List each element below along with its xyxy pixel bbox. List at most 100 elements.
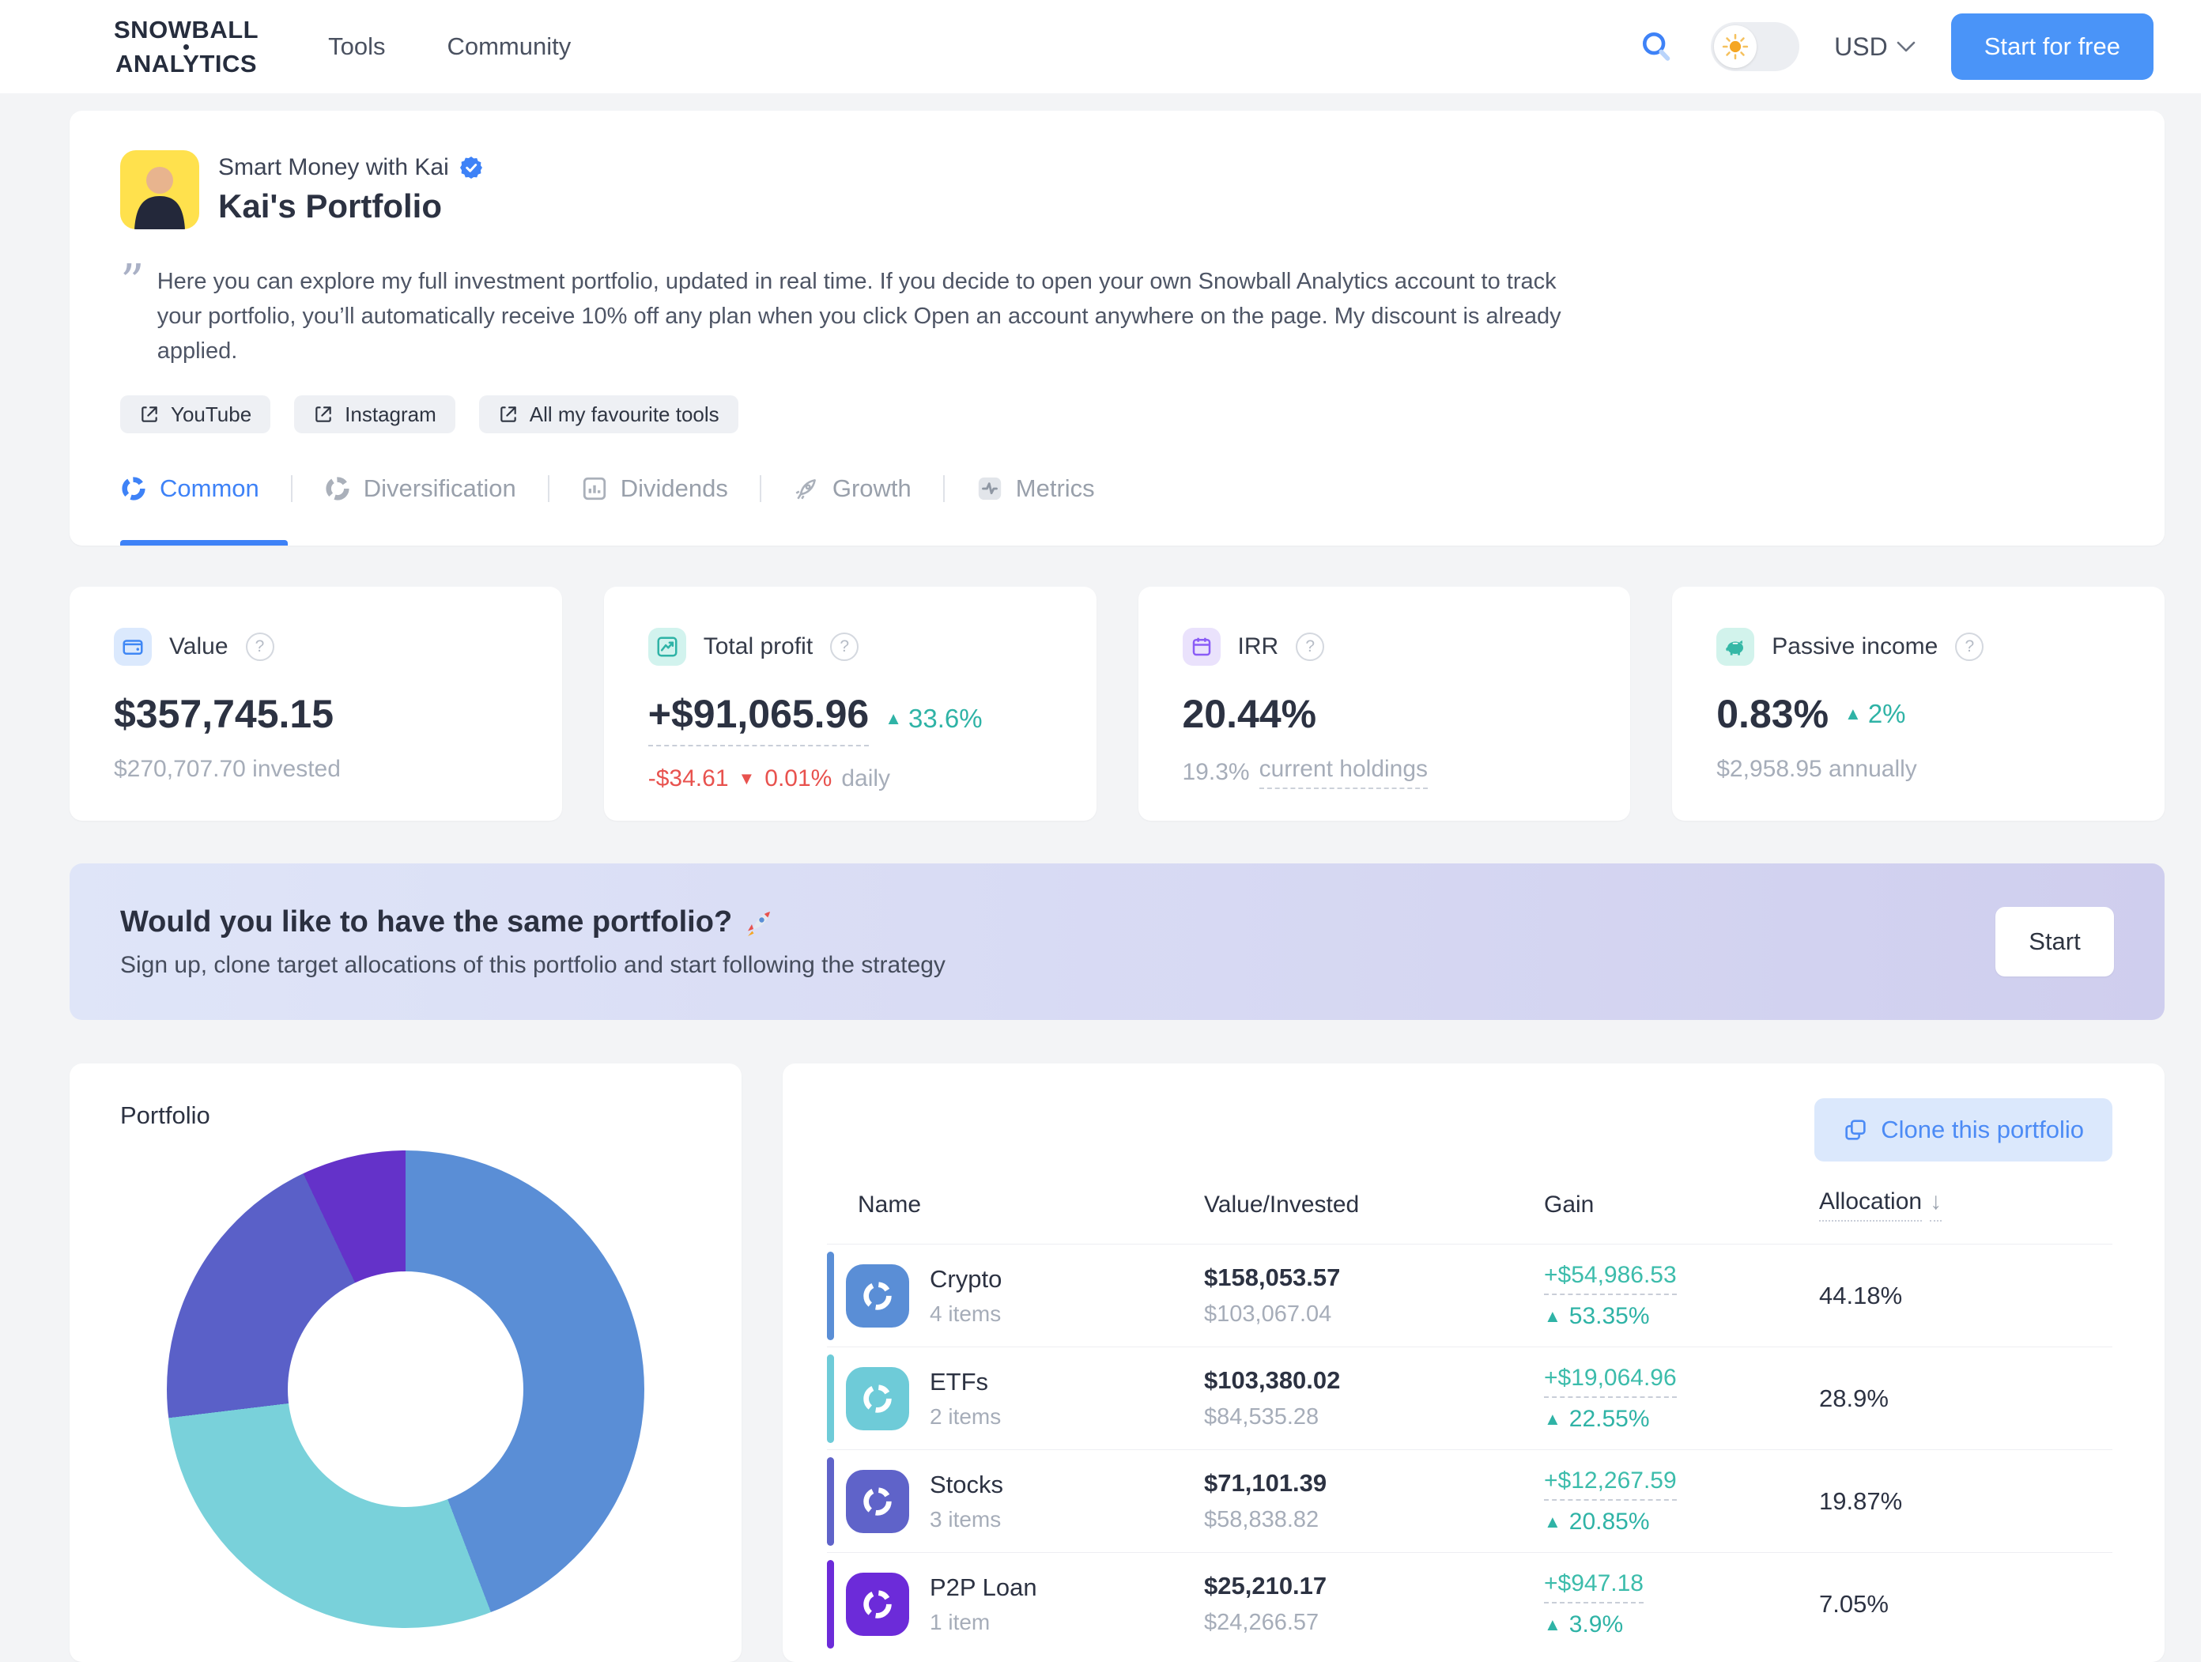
portfolio-chart-card: Portfolio (70, 1063, 742, 1662)
asset-class-icon (846, 1469, 909, 1533)
channel-name: Smart Money with Kai (218, 154, 449, 180)
logo-line1: SNOWBALL (114, 15, 259, 43)
asset-class-icon (846, 1572, 909, 1636)
link-favourite-tools[interactable]: All my favourite tools (478, 395, 738, 434)
top-nav-bar: SNOWBALL ANALYTICS Tools Community (0, 0, 2212, 93)
triangle-down-icon: ▼ (738, 769, 756, 788)
total-profit-pct: 33.6% (908, 704, 983, 733)
external-link-icon (315, 406, 331, 422)
passive-income-value: 0.83% (1716, 692, 1829, 736)
stat-card-passive-income: Passive income ? 0.83% ▲ 2% $2,958.95 ann… (1672, 587, 2165, 821)
irr-current-pct: 19.3% (1182, 759, 1250, 785)
stat-card-value: Value ? $357,745.15 $270,707.70 invested (70, 587, 562, 821)
passive-income-pct: 2% (1867, 699, 1906, 728)
daily-change-pct: 0.01% (764, 765, 832, 791)
stat-label: Passive income (1772, 633, 1938, 659)
page-title: Kai's Portfolio (218, 187, 443, 225)
chart-title: Portfolio (120, 1101, 210, 1129)
col-header-name: Name (858, 1192, 922, 1218)
portfolio-donut-chart[interactable] (167, 1150, 644, 1628)
active-tab-underline (120, 540, 288, 546)
tab-growth[interactable]: Growth (793, 474, 912, 503)
col-header-value-invested: Value/Invested (1204, 1192, 1360, 1218)
clone-portfolio-button[interactable]: Clone this portfolio (1814, 1098, 2112, 1162)
row-color-bar (827, 1457, 834, 1546)
daily-suffix: daily (841, 765, 891, 791)
help-icon[interactable]: ? (1955, 633, 1984, 661)
copy-icon (1845, 1120, 1866, 1140)
sun-icon (1714, 25, 1757, 68)
table-row-etfs[interactable]: ETFs 2 items $103,380.02 $84,535.28 +$19… (827, 1347, 2112, 1449)
calendar-icon (1182, 628, 1221, 666)
donut-chart-icon (326, 477, 349, 500)
link-instagram[interactable]: Instagram (294, 395, 455, 434)
tab-divider (547, 475, 549, 503)
sort-descending-icon: ↓ (1930, 1188, 1942, 1222)
logo[interactable]: SNOWBALL ANALYTICS (114, 17, 259, 76)
current-holdings-link[interactable]: current holdings (1259, 756, 1429, 789)
total-profit-value: +$91,065.96 (647, 691, 870, 746)
asset-class-icon (846, 1366, 909, 1430)
stat-card-irr: IRR ? 20.44% 19.3% current holdings (1138, 587, 1631, 821)
tab-diversification[interactable]: Diversification (324, 474, 516, 503)
verified-badge-icon (459, 157, 482, 179)
table-row-crypto[interactable]: Crypto 4 items $158,053.57 $103,067.04 +… (827, 1244, 2112, 1347)
table-header-row: Name Value/Invested Gain Allocation ↓ (827, 1188, 2112, 1244)
asset-class-icon (846, 1263, 909, 1328)
external-link-icon (500, 406, 516, 422)
nav-item-community[interactable]: Community (447, 32, 572, 60)
annual-income: $2,958.95 annually (1716, 756, 1917, 782)
irr-value: 20.44% (1182, 692, 1317, 736)
help-icon[interactable]: ? (245, 633, 274, 661)
wallet-icon (114, 628, 152, 666)
daily-change-value: -$34.61 (647, 765, 729, 791)
stats-row: Value ? $357,745.15 $270,707.70 invested (70, 587, 2165, 821)
triangle-up-icon: ▲ (1544, 1408, 1561, 1429)
chevron-down-icon (1897, 41, 1916, 52)
stat-card-total-profit: Total profit ? +$91,065.96 ▲ 33.6% -$34.6… (603, 587, 1097, 821)
nav-item-tools[interactable]: Tools (328, 32, 386, 60)
tab-common[interactable]: Common (120, 474, 259, 503)
portfolio-value: $357,745.15 (114, 692, 334, 736)
donut-chart-icon (122, 477, 145, 500)
link-youtube[interactable]: YouTube (120, 395, 271, 434)
help-icon[interactable]: ? (1296, 633, 1325, 661)
theme-toggle[interactable] (1711, 22, 1800, 71)
triangle-up-icon: ▲ (1544, 1511, 1561, 1532)
row-color-bar (827, 1252, 834, 1340)
triangle-up-icon: ▲ (1544, 1614, 1561, 1634)
piggy-bank-icon (1716, 628, 1755, 666)
col-header-gain: Gain (1544, 1192, 1595, 1218)
logo-line2: ANALYTICS (115, 49, 258, 77)
tab-metrics[interactable]: Metrics (976, 474, 1095, 503)
triangle-up-icon: ▲ (1544, 1305, 1561, 1326)
start-button[interactable]: Start (1995, 907, 2114, 976)
clone-promo-banner: Would you like to have the same portfoli… (70, 863, 2165, 1020)
table-row-stocks[interactable]: Stocks 3 items $71,101.39 $58,838.82 +$1… (827, 1449, 2112, 1552)
main-nav: Tools Community (328, 32, 571, 61)
scrollbar-track[interactable] (2201, 0, 2212, 1662)
col-header-allocation[interactable]: Allocation ↓ (1819, 1188, 1942, 1222)
row-color-bar (827, 1560, 834, 1649)
search-icon[interactable] (1638, 28, 1676, 66)
stat-label: IRR (1237, 633, 1279, 659)
help-icon[interactable]: ? (830, 633, 859, 661)
banner-title: Would you like to have the same portfoli… (120, 905, 733, 939)
quote-icon: ” (120, 255, 145, 310)
tab-dividends[interactable]: Dividends (581, 474, 728, 503)
bar-chart-icon (583, 478, 606, 500)
triangle-up-icon: ▲ (885, 708, 902, 728)
table-row-p2p-loan[interactable]: P2P Loan 1 item $25,210.17 $24,266.57 +$… (827, 1552, 2112, 1655)
tab-divider (942, 475, 945, 503)
tab-divider (290, 475, 293, 503)
currency-selector[interactable]: USD (1834, 32, 1916, 62)
start-for-free-button[interactable]: Start for free (1950, 13, 2153, 80)
profile-quote: Here you can explore my full investment … (157, 269, 1561, 365)
rocket-icon (795, 479, 816, 500)
currency-value: USD (1834, 32, 1888, 61)
rocket-emoji (748, 912, 771, 936)
logo-dot-icon (183, 43, 190, 50)
holdings-table-card: Clone this portfolio Name Value/Invested… (783, 1063, 2165, 1662)
profile-hero-card: Smart Money with Kai Kai's Portfolio ” H… (70, 111, 2165, 546)
